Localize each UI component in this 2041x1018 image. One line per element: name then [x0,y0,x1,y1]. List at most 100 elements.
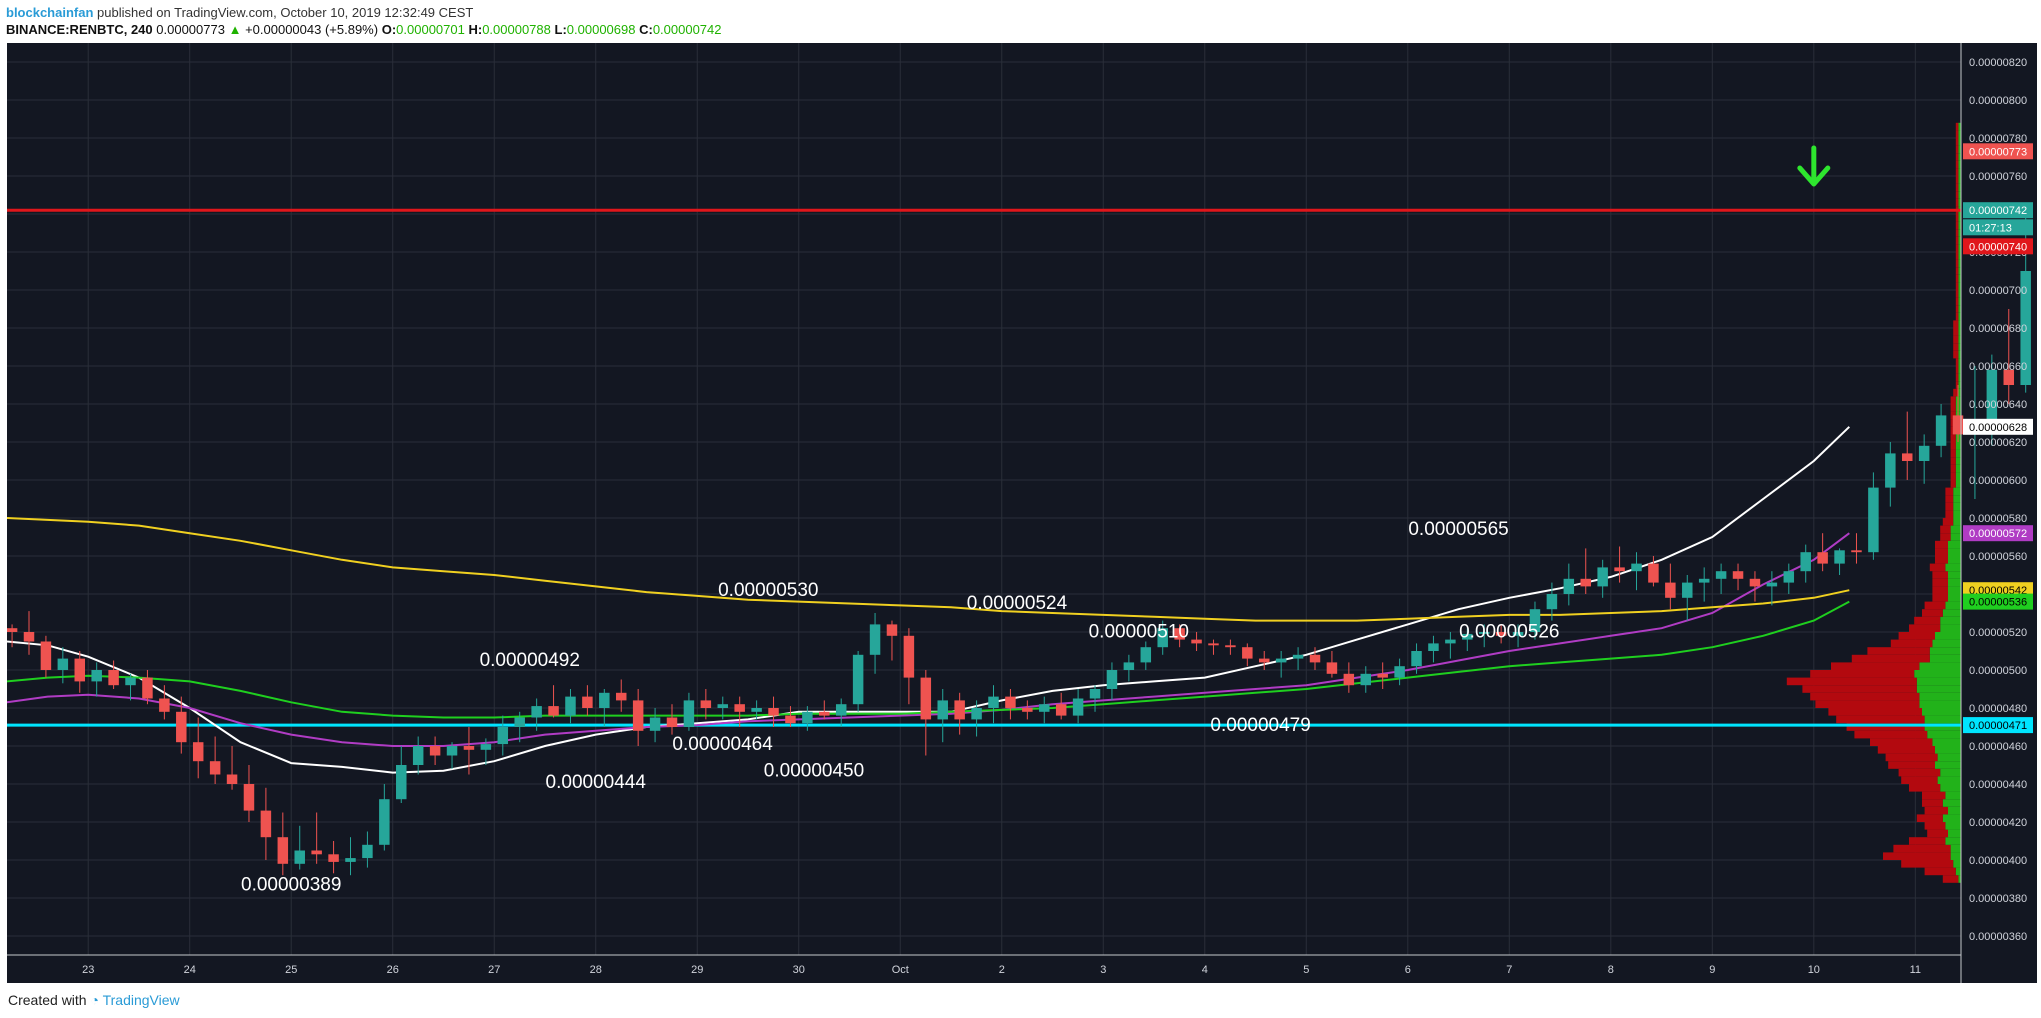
volume-profile-sell-bar [1802,685,1917,693]
volume-profile-sell-bar [1950,449,1956,458]
volume-profile-buy-bar [1955,472,1961,480]
created-with-label: Created with [8,992,87,1008]
price-annotation: 0.00000389 [241,874,341,895]
candle-down [328,854,339,862]
x-tick-label: 9 [1709,964,1715,976]
volume-profile-buy-bar [1958,282,1961,290]
volume-profile-sell-bar [1932,586,1948,594]
volume-profile-sell-bar [1786,677,1917,686]
candle-up [1986,369,1998,431]
candle-up [480,744,492,750]
volume-profile-buy-bar [1958,145,1961,154]
volume-profile-sell-bar [1955,176,1959,184]
volume-profile-buy-bar [1958,290,1961,298]
y-tick-label: 0.00000480 [1969,703,2027,715]
candle-up [379,799,390,845]
volume-profile-buy-bar [1958,320,1961,328]
volume-profile-sell-bar [1916,814,1943,822]
volume-profile-buy-bar [1942,799,1961,807]
volume-profile-sell-bar [1924,867,1956,876]
volume-profile-sell-bar [1935,548,1948,556]
candle-up [1529,609,1541,632]
price-label-box [1963,525,2033,542]
volume-profile-sell-bar [1867,647,1930,655]
volume-profile-buy-bar [1958,343,1961,351]
volume-profile-buy-bar [1948,806,1961,815]
volume-profile-sell-bar [1945,502,1954,511]
x-tick-label: 8 [1608,964,1614,976]
author-link[interactable]: blockchainfan [6,5,94,20]
volume-profile-sell-bar [1924,822,1946,830]
candle-up [869,624,881,655]
volume-profile-buy-bar [1924,723,1961,731]
candle-down [1648,563,1659,583]
price-annotation: 0.00000479 [1210,715,1310,736]
ohlc-legend: BINANCE:RENBTC, 240 0.00000773 ▲ +0.0000… [6,21,722,39]
volume-profile-buy-bar [1942,814,1961,822]
candle-up [1868,487,1879,553]
y-tick-label: 0.00000780 [1969,133,2027,145]
candle-up [649,717,661,731]
volume-profile-buy-bar [1924,715,1961,724]
candles [7,214,2031,876]
volume-profile-sell-bar [1955,373,1959,382]
candle-up [1834,550,1845,564]
candle-down [311,850,322,855]
candle-down [1580,578,1591,587]
volume-profile-buy-bar [1948,548,1961,556]
open-label: O: [381,22,397,37]
candle-up [1072,698,1084,716]
candle-up [988,696,999,708]
volume-profile-sell-bar [1893,844,1951,853]
price-chart[interactable]: 0.00000389 0.00000492 0.00000444 0.00000464… [7,43,2037,983]
volume-profile-sell-bar [1870,738,1933,746]
volume-profile-sell-bar [1945,495,1954,503]
volume-profile-sell-bar [1955,130,1959,138]
volume-profile-sell-bar [1898,632,1935,640]
volume-profile-buy-bar [1940,784,1961,792]
price-label-box [1963,418,2033,435]
volume-profile-sell-bar [1922,799,1943,807]
x-tick-label: 24 [184,964,196,976]
volume-profile-sell-bar [1955,312,1959,321]
volume-profile-sell-bar [1955,221,1959,230]
volume-profile-buy-bar [1955,457,1961,465]
tradingview-link[interactable]: TradingView [102,992,180,1008]
candle-down [582,696,593,708]
candle-up [1140,647,1152,663]
y-tick-label: 0.00000760 [1969,171,2027,183]
volume-profile-buy-bar [1958,229,1961,237]
volume-profile-buy-bar [1929,654,1961,663]
volume-profile-buy-bar [1940,768,1961,777]
volume-profile-buy-bar [1955,442,1961,450]
volume-profile-buy-bar [1945,791,1961,800]
candle-down [260,810,272,838]
volume-profile-buy-bar [1958,388,1961,397]
volume-profile-buy-bar [1958,297,1961,306]
volume-profile-sell-bar [1955,274,1959,283]
candle-up [1698,578,1710,583]
volume-profile-buy-bar [1953,860,1961,868]
y-tick-label: 0.00000460 [1969,741,2027,753]
candle-down [1495,632,1507,636]
tradingview-logo-icon: ◔ [90,992,99,1008]
candle-up [396,765,407,800]
candle-up [852,654,864,705]
time-axis[interactable]: 23 24 25 26 27 28 29 30 Oct 2 3 4 5 6 7 8 9 10 11 [82,964,1921,976]
candle-up [802,711,813,724]
volume-profile-buy-bar [1929,647,1961,655]
candle-down [1665,582,1676,598]
candle-up [1462,633,1473,640]
volume-profile-sell-bar [1955,138,1959,146]
candle-down [277,837,289,864]
volume-profile-sell-bar [1922,609,1943,617]
volume-profile-sell-bar [1955,366,1959,374]
price-annotation: 0.00000530 [718,580,818,601]
volume-profile-buy-bar [1932,639,1961,648]
candle-up [751,708,762,712]
volume-profile-sell-bar [1901,776,1938,784]
x-tick-label: 29 [691,964,703,976]
candle-up [1546,594,1558,610]
candle-up [1512,632,1524,636]
volume-profile-sell-bar [1940,533,1951,541]
